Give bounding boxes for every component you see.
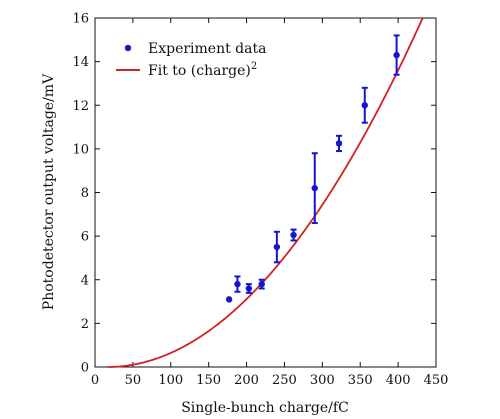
data-point <box>290 231 297 239</box>
y-tick-label: 2 <box>81 317 89 332</box>
legend-label-fit-text: Fit to (charge) <box>148 63 251 79</box>
data-point <box>311 184 318 192</box>
x-axis-title: Single-bunch charge/fC <box>181 400 349 416</box>
x-tick-label: 0 <box>91 373 99 388</box>
data-point <box>234 280 241 288</box>
data-point <box>225 296 233 303</box>
data-point <box>335 140 343 147</box>
legend-label-fit-superscript: 2 <box>251 61 257 72</box>
data-points-layer <box>225 34 400 303</box>
legend-label-fit: Fit to (charge)2 <box>148 61 257 79</box>
x-tick-label: 150 <box>196 373 221 388</box>
y-tick-label: 10 <box>72 142 89 157</box>
y-tick-label: 0 <box>81 361 89 376</box>
y-tick-label: 14 <box>72 55 89 70</box>
fit-curve-layer <box>107 17 424 368</box>
data-point <box>245 285 253 292</box>
data-point <box>361 102 368 109</box>
x-tick-label: 450 <box>424 373 449 388</box>
data-point <box>258 280 265 288</box>
legend-marker-experiment <box>124 44 132 52</box>
legend-label-experiment: Experiment data <box>148 41 266 57</box>
x-tick-label: 50 <box>125 373 142 388</box>
data-point <box>393 51 400 59</box>
x-tick-label: 350 <box>348 373 373 388</box>
plot-border <box>94 17 437 368</box>
x-tick-label: 400 <box>386 373 411 388</box>
y-axis-title: Photodetector output voltage/mV <box>41 73 57 310</box>
x-tick-label: 250 <box>272 373 297 388</box>
y-tick-label: 4 <box>81 273 89 288</box>
x-tick-label: 200 <box>234 373 259 388</box>
y-tick-label: 8 <box>81 186 89 201</box>
axis-ticks: 0 50 100 150 200 250 300 350 400 450 0 2 4 6 8 10 12 14 16 <box>72 12 448 389</box>
legend: Experiment data Fit to (charge)2 <box>116 41 266 79</box>
fit-curve <box>107 17 424 368</box>
y-tick-label: 12 <box>72 99 89 114</box>
x-tick-label: 100 <box>158 373 183 388</box>
plot-frame <box>94 17 437 368</box>
y-tick-label: 16 <box>72 12 89 27</box>
data-point <box>273 243 281 251</box>
x-tick-label: 300 <box>310 373 335 388</box>
y-tick-label: 6 <box>81 230 89 245</box>
